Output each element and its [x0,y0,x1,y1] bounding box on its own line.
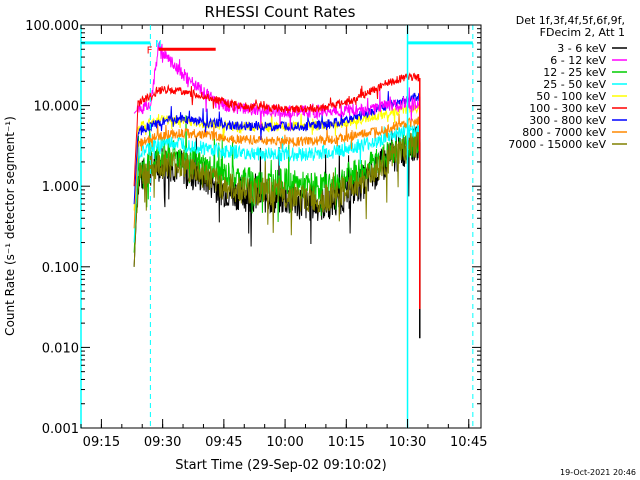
y-tick-label: 10.000 [34,100,80,115]
y-tick-label: 0.001 [42,422,79,437]
y-tick-label: 100.000 [25,19,79,34]
plot-frame [80,24,482,429]
x-tick-label: 09:30 [144,435,181,450]
axis-layer: 100.000 10.000 1.000 0.100 0.010 0.001 09:15 09… [25,19,487,450]
x-tick-label: 09:15 [83,435,120,450]
legend-entry-label: 3 - 6 keV [557,42,606,55]
night-label: N [155,39,161,50]
series-line-7 [133,113,420,229]
data-layer [133,41,421,339]
series-line-6 [133,91,420,205]
legend-entry-label: 800 - 7000 keV [522,126,606,139]
x-axis-label: Start Time (29-Sep-02 09:10:02) [175,458,386,473]
timestamp: 19-Oct-2021 20:46 [560,468,636,477]
y-axis-label: Count Rate (s⁻¹ detector segment⁻¹) [3,116,17,336]
legend-entry-label: 6 - 12 keV [550,54,606,67]
x-tick-label: 10:45 [450,435,487,450]
x-tick-label: 10:15 [328,435,365,450]
legend: Det 1f,3f,4f,5f,6f,9f,FDecim 2, Att 1 3 -… [508,14,627,151]
y-tick-label: 1.000 [42,180,79,195]
legend-entry-label: 12 - 25 keV [543,66,606,79]
series-line-5 [133,72,420,187]
marker-layer: FN [80,25,474,428]
x-tick-label: 10:30 [389,435,426,450]
x-tick-label: 10:00 [266,435,303,450]
y-tick-label: 0.100 [42,261,79,276]
legend-header-line: Det 1f,3f,4f,5f,6f,9f, [516,14,625,27]
legend-entry-label: 50 - 100 keV [536,90,606,103]
flare-label: F [147,45,153,56]
legend-entry-label: 300 - 800 keV [529,114,606,127]
legend-entry-label: 7000 - 15000 keV [508,138,606,151]
legend-entry-label: 100 - 300 keV [529,102,606,115]
legend-header-line: FDecim 2, Att 1 [540,26,625,39]
legend-entry-label: 25 - 50 keV [543,78,606,91]
chart-title: RHESSI Count Rates [205,3,356,21]
y-tick-label: 0.010 [42,341,79,356]
series-line-8 [133,118,421,267]
series-line-3 [133,123,421,243]
x-tick-label: 09:45 [205,435,242,450]
